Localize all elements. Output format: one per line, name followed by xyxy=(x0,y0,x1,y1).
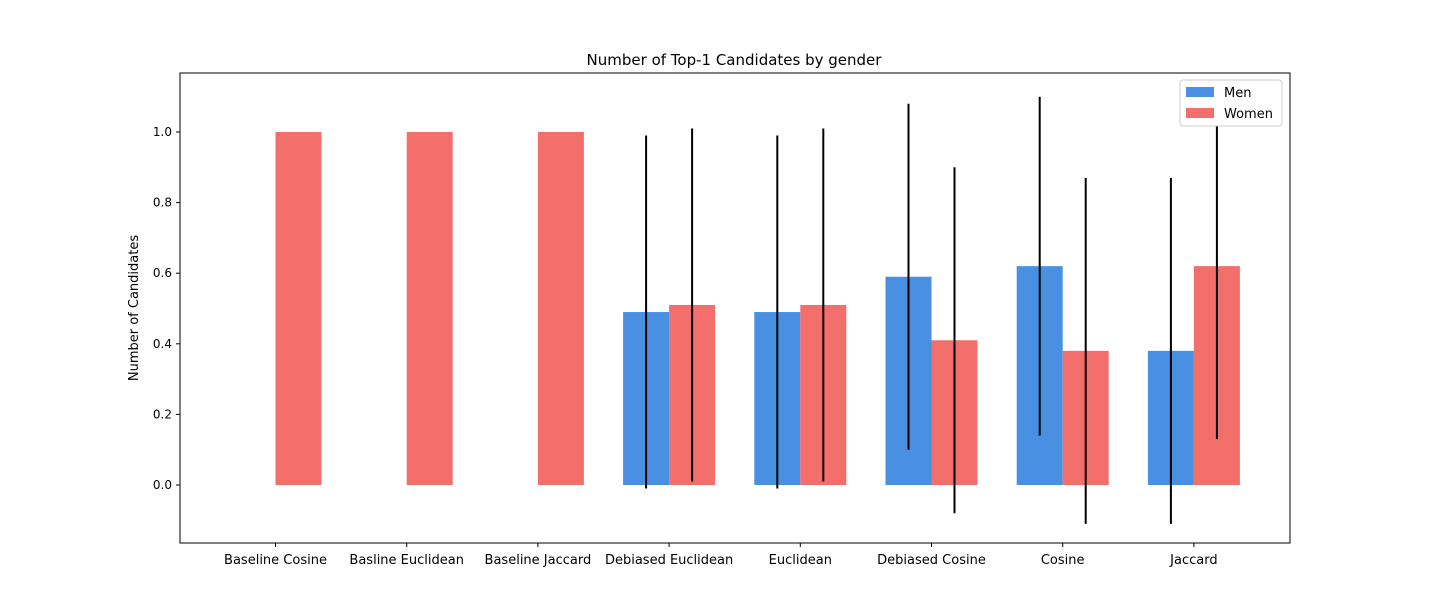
plot-frame xyxy=(179,72,1291,544)
legend-swatch-women xyxy=(1186,108,1214,118)
bar-women-3 xyxy=(537,132,584,485)
y-tick-label: 0.2 xyxy=(153,407,172,421)
x-tick-label: Debiased Cosine xyxy=(877,553,986,568)
x-tick-label: Jaccard xyxy=(1169,553,1217,568)
legend-label-women: Women xyxy=(1224,107,1273,122)
x-tick-label: Cosine xyxy=(1041,553,1085,568)
y-tick-label: 0.0 xyxy=(153,478,172,492)
chart-title: Number of Top-1 Candidates by gender xyxy=(587,51,883,69)
y-tick-label: 0.4 xyxy=(153,337,172,351)
y-tick-label: 0.6 xyxy=(153,266,172,280)
y-tick-label: 0.8 xyxy=(153,196,172,210)
bar-women-1 xyxy=(275,132,322,485)
x-tick-label: Euclidean xyxy=(769,553,832,568)
y-tick-label: 1.0 xyxy=(153,125,172,139)
x-tick-label: Debiased Euclidean xyxy=(605,553,733,568)
x-tick-label: Baseline Cosine xyxy=(224,553,327,568)
legend-swatch-men xyxy=(1186,87,1214,97)
plot-area: 0.0 0.2 0.4 0.6 0.8 1.0 Baseline Cosine Basline… xyxy=(153,72,1291,568)
bar-women-2 xyxy=(406,132,453,485)
x-tick-label: Basline Euclidean xyxy=(349,553,464,568)
legend-label-men: Men xyxy=(1224,86,1251,101)
y-axis-label: Number of Candidates xyxy=(127,235,142,381)
x-tick-label: Baseline Jaccard xyxy=(485,553,592,568)
legend: Men Women xyxy=(1179,79,1283,127)
